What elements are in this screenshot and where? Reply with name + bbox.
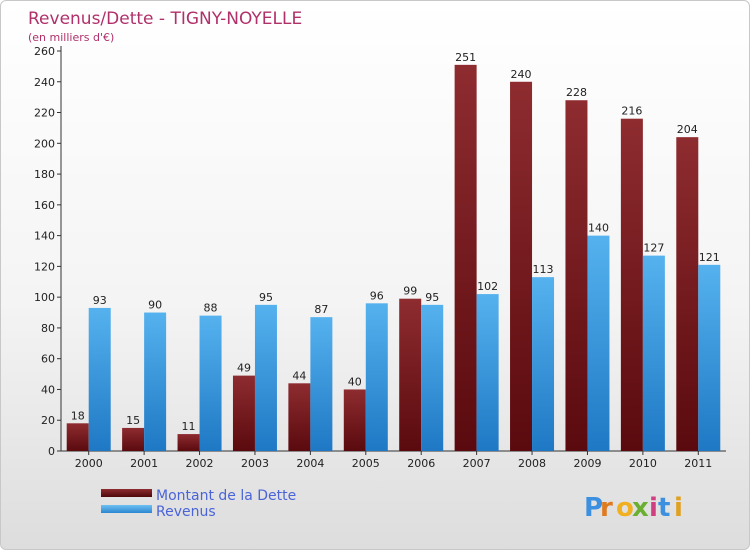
bar-revenus-2004 — [310, 317, 333, 451]
bar-revenus-2003 — [254, 304, 277, 451]
bar-dette-2000 — [66, 423, 89, 451]
bar-revenus-2011 — [698, 264, 721, 451]
data-label-revenus-2008: 113 — [533, 263, 554, 276]
legend-swatch-dette — [101, 489, 152, 497]
y-tick-label: 40 — [41, 383, 55, 396]
y-tick-label: 100 — [34, 291, 55, 304]
logo-letter: x — [632, 493, 649, 523]
x-tick-label: 2004 — [296, 457, 324, 470]
data-label-revenus-2011: 121 — [699, 251, 720, 264]
y-tick-label: 80 — [41, 322, 55, 335]
data-label-dette-2008: 240 — [511, 68, 532, 81]
data-label-revenus-2010: 127 — [643, 242, 664, 255]
bar-dette-2003 — [232, 375, 255, 451]
y-tick-label: 140 — [34, 230, 55, 243]
y-tick-label: 180 — [34, 168, 55, 181]
data-label-dette-2006: 99 — [403, 285, 417, 298]
y-tick-label: 160 — [34, 199, 55, 212]
data-label-revenus-2003: 95 — [259, 291, 273, 304]
bar-dette-2004 — [288, 383, 311, 451]
bar-dette-2008 — [510, 81, 533, 452]
y-tick-label: 0 — [48, 445, 55, 458]
data-label-dette-2010: 216 — [621, 105, 642, 118]
bar-revenus-2002 — [199, 315, 222, 451]
x-tick-label: 2007 — [463, 457, 491, 470]
x-tick-label: 2010 — [629, 457, 657, 470]
x-tick-label: 2003 — [241, 457, 269, 470]
bar-dette-2002 — [177, 434, 200, 451]
data-label-revenus-2004: 87 — [314, 303, 328, 316]
data-label-revenus-2006: 95 — [425, 291, 439, 304]
x-tick-label: 2005 — [352, 457, 380, 470]
bar-revenus-2001 — [144, 312, 167, 451]
data-label-dette-2000: 18 — [71, 409, 85, 422]
bar-revenus-2009 — [587, 235, 610, 451]
data-label-dette-2002: 11 — [182, 420, 196, 433]
y-tick-label: 220 — [34, 107, 55, 120]
x-tick-label: 2001 — [130, 457, 158, 470]
data-label-dette-2001: 15 — [126, 414, 140, 427]
data-label-dette-2003: 49 — [237, 362, 251, 375]
bar-dette-2011 — [676, 137, 699, 451]
y-tick-label: 200 — [34, 137, 55, 150]
logo-letter: i — [649, 493, 658, 523]
data-label-revenus-2001: 90 — [148, 299, 162, 312]
data-label-dette-2007: 251 — [455, 51, 476, 64]
chart-title: Revenus/Dette - TIGNY-NOYELLE — [28, 9, 302, 29]
bar-revenus-2005 — [365, 303, 388, 451]
data-label-dette-2004: 44 — [292, 369, 306, 382]
bars — [66, 64, 721, 452]
bar-dette-2001 — [122, 427, 145, 451]
legend-label-dette: Montant de la Dette — [156, 488, 296, 504]
legend-label-revenus: Revenus — [156, 504, 216, 520]
x-tick-label: 2011 — [684, 457, 712, 470]
bar-dette-2005 — [343, 389, 366, 451]
y-tick-label: 260 — [34, 45, 55, 58]
chart-subtitle: (en milliers d'€) — [28, 31, 114, 44]
proxiti-logo: Pr ox i t i — [584, 493, 683, 523]
logo-letter: P — [584, 493, 603, 523]
bar-revenus-2008 — [532, 277, 555, 451]
bar-revenus-2006 — [421, 304, 444, 451]
data-label-revenus-2007: 102 — [477, 280, 498, 293]
data-labels: 18 93 15 90 11 88 49 95 44 87 40 96 99 95 251 102 240 113… — [71, 51, 720, 433]
logo-letter: o — [616, 493, 634, 523]
data-label-revenus-2009: 140 — [588, 222, 609, 235]
bar-dette-2006 — [399, 298, 422, 451]
y-tick-label: 60 — [41, 353, 55, 366]
bar-dette-2009 — [565, 100, 588, 451]
data-label-revenus-2000: 93 — [93, 294, 107, 307]
x-tick-label: 2006 — [407, 457, 435, 470]
x-tick-label: 2000 — [75, 457, 103, 470]
data-label-revenus-2005: 96 — [370, 289, 384, 302]
logo-letter: t — [658, 493, 670, 523]
data-label-dette-2011: 204 — [677, 123, 698, 136]
bar-revenus-2007 — [476, 294, 499, 451]
data-label-dette-2005: 40 — [348, 375, 362, 388]
logo-letter: i — [674, 493, 683, 523]
y-tick-label: 20 — [41, 414, 55, 427]
legend-swatch-revenus — [101, 505, 152, 513]
axes: 0 20 40 60 80 100 120 140 160 180 200 220 240 260 2000… — [34, 45, 726, 470]
y-tick-label: 240 — [34, 76, 55, 89]
bar-revenus-2010 — [642, 255, 665, 451]
x-tick-label: 2002 — [186, 457, 214, 470]
data-label-dette-2009: 228 — [566, 86, 587, 99]
data-label-revenus-2002: 88 — [204, 302, 218, 315]
y-tick-label: 120 — [34, 260, 55, 273]
logo-letter: r — [600, 493, 613, 523]
x-tick-label: 2009 — [573, 457, 601, 470]
bar-dette-2010 — [620, 118, 643, 451]
x-tick-label: 2008 — [518, 457, 546, 470]
bar-revenus-2000 — [88, 307, 111, 451]
bar-dette-2007 — [454, 64, 477, 451]
